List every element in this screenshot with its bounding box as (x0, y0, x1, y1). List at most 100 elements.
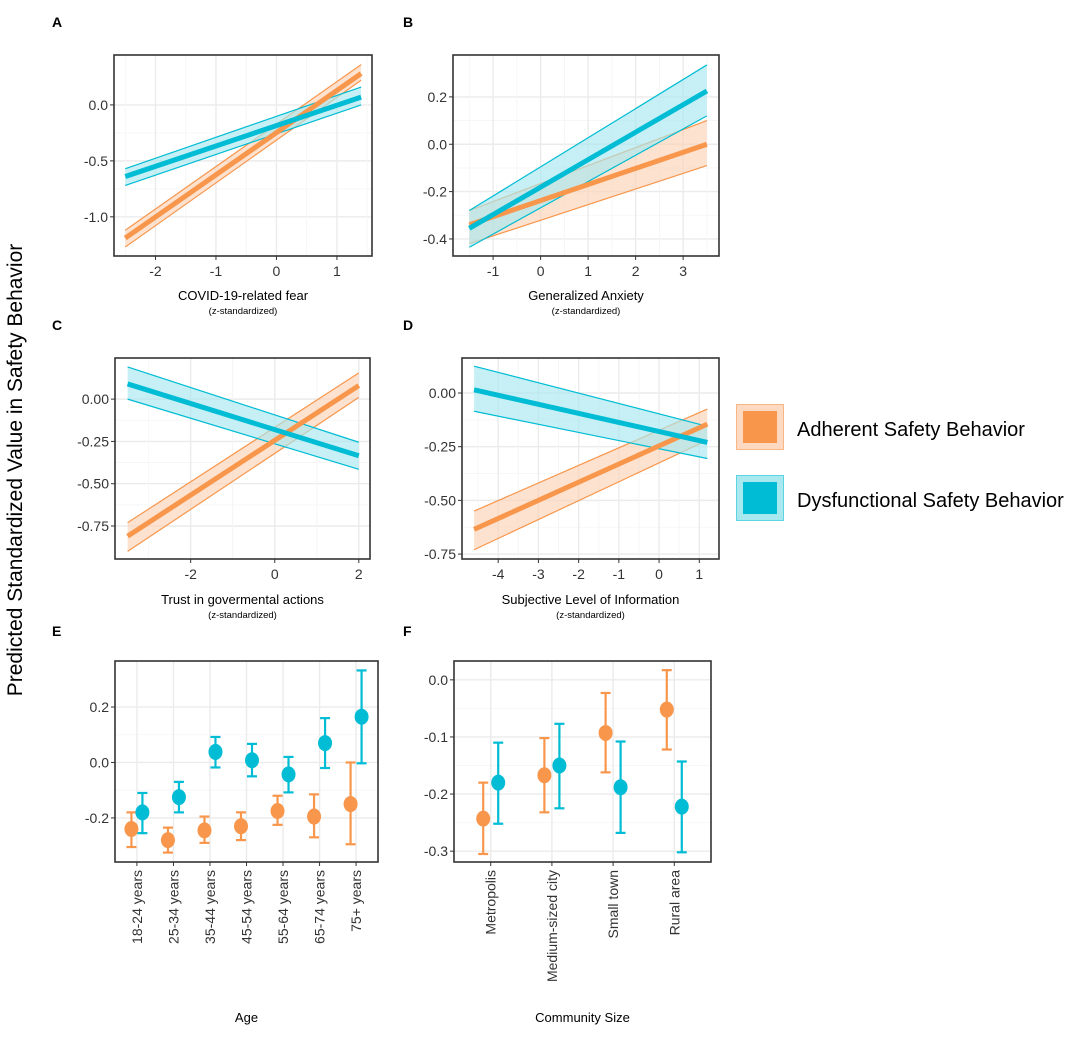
point-estimate (674, 798, 689, 815)
error-bar-point (491, 741, 506, 825)
regression-line (468, 88, 709, 231)
point-estimate (135, 804, 150, 821)
x-axis-subtitle: (z-standardized) (208, 610, 277, 621)
x-tick-label: 18-24 years (129, 870, 145, 944)
error-bar-point (674, 760, 689, 854)
band-lower-line (473, 439, 708, 551)
panel-A: A -2 -1 0 1 COVID-19-related fear (z-standardi… (52, 14, 373, 317)
error-bar-point (354, 669, 369, 765)
y-tick-label: -0.1 (424, 729, 448, 745)
y-tick-label: -1.0 (84, 209, 108, 225)
band-upper-line (124, 64, 362, 231)
y-tick-label: 0.0 (428, 136, 448, 152)
legend-swatch-dysfunctional-inner (743, 482, 777, 514)
point-estimate (160, 832, 175, 849)
point-estimate (281, 766, 296, 783)
band-lower-line (125, 104, 362, 187)
y-tick-label: 0.0 (429, 672, 449, 688)
panel-F: F Metropolis Medium-sized city Small town Ru… (403, 623, 712, 1025)
x-tick-label: 0 (537, 263, 545, 279)
panel-border (114, 357, 371, 560)
x-tick-label: 1 (333, 263, 341, 279)
legend-label-adherent: Adherent Safety Behavior (797, 419, 1025, 441)
error-bar-point (598, 691, 613, 774)
y-tick-label: -0.2 (423, 184, 447, 200)
y-tick-label: -0.4 (423, 231, 447, 247)
error-bar-point (659, 669, 674, 751)
x-tick-label: 65-74 years (312, 870, 328, 944)
error-bar-point (245, 742, 259, 778)
plot-background (454, 661, 711, 862)
y-tick-label: -0.2 (85, 810, 109, 826)
panel-B: B -1 0 1 2 3 Generalized Anxiety (z-standardize… (403, 14, 720, 317)
x-axis-subtitle: (z-standardized) (556, 610, 625, 621)
panel-tag: D (403, 317, 413, 333)
y-tick-label: -0.25 (424, 439, 456, 455)
y-tick-label: -0.75 (77, 518, 109, 534)
x-tick-label: Small town (605, 870, 621, 938)
x-tick-label: 35-44 years (202, 870, 218, 944)
x-tick-label: -2 (149, 263, 162, 279)
confidence-band (474, 366, 708, 459)
y-tick-label: -0.3 (424, 843, 448, 859)
panel-C: C -2 0 2 Trust in govermental actions (z-stan… (52, 317, 371, 621)
y-tick-label: -0.5 (84, 153, 108, 169)
x-tick-label: Medium-sized city (544, 870, 560, 982)
band-lower-line (469, 115, 708, 248)
x-tick-label: -2 (184, 566, 197, 582)
error-bar-point (124, 811, 139, 849)
panel-tag: C (52, 317, 62, 333)
x-tick-label: 2 (355, 566, 363, 582)
x-tick-label: -1 (613, 566, 626, 582)
regression-line (473, 387, 708, 445)
y-tick-label: -0.50 (424, 492, 456, 508)
x-tick-label: 75+ years (348, 870, 364, 932)
point-estimate (613, 779, 628, 796)
panel-tag: F (403, 623, 412, 639)
point-estimate (318, 735, 333, 752)
error-bar-point (318, 717, 333, 770)
y-tick-label: -0.75 (424, 546, 456, 562)
point-estimate (552, 757, 567, 774)
band-lower-line (469, 164, 708, 245)
band-lower-line (473, 410, 708, 460)
x-tick-label: 3 (679, 263, 687, 279)
band-upper-line (469, 64, 708, 212)
point-estimate (343, 796, 358, 813)
x-tick-label: 0 (273, 263, 281, 279)
regression-line (123, 71, 363, 241)
band-upper-line (127, 372, 360, 524)
error-bar-point (234, 811, 248, 842)
error-bar-point (476, 781, 491, 856)
point-estimate (354, 708, 369, 725)
panel-tag: E (52, 623, 61, 639)
point-estimate (537, 767, 552, 784)
panel-border (452, 54, 720, 257)
y-tick-label: 0.00 (429, 385, 456, 401)
x-axis-title: Trust in govermental actions (161, 592, 324, 607)
x-axis-title: Community Size (535, 1010, 630, 1025)
legend-swatch-adherent-inner (743, 411, 777, 443)
panel-border (461, 357, 720, 560)
x-axis-title: Age (235, 1010, 258, 1025)
point-estimate (659, 701, 674, 718)
point-estimate (476, 810, 491, 827)
y-tick-label: 0.0 (90, 754, 110, 770)
y-tick-label: 0.00 (82, 391, 109, 407)
panel-tag: B (403, 14, 413, 30)
point-estimate (234, 818, 248, 835)
panel-D: D -4 -3 -2 -1 0 1 Subjective Level of Informati… (403, 317, 720, 621)
error-bar-point (208, 735, 223, 769)
error-bar-point (197, 815, 212, 844)
y-tick-label: 0.2 (428, 89, 448, 105)
x-axis-subtitle: (z-standardized) (209, 306, 278, 317)
panel-border (114, 660, 379, 863)
regression-line (473, 421, 709, 532)
error-bar-point (160, 826, 175, 854)
band-lower-line (127, 398, 359, 470)
point-estimate (208, 743, 223, 760)
y-tick-label: 0.2 (90, 699, 110, 715)
band-lower-line (127, 396, 360, 552)
point-estimate (491, 774, 506, 791)
